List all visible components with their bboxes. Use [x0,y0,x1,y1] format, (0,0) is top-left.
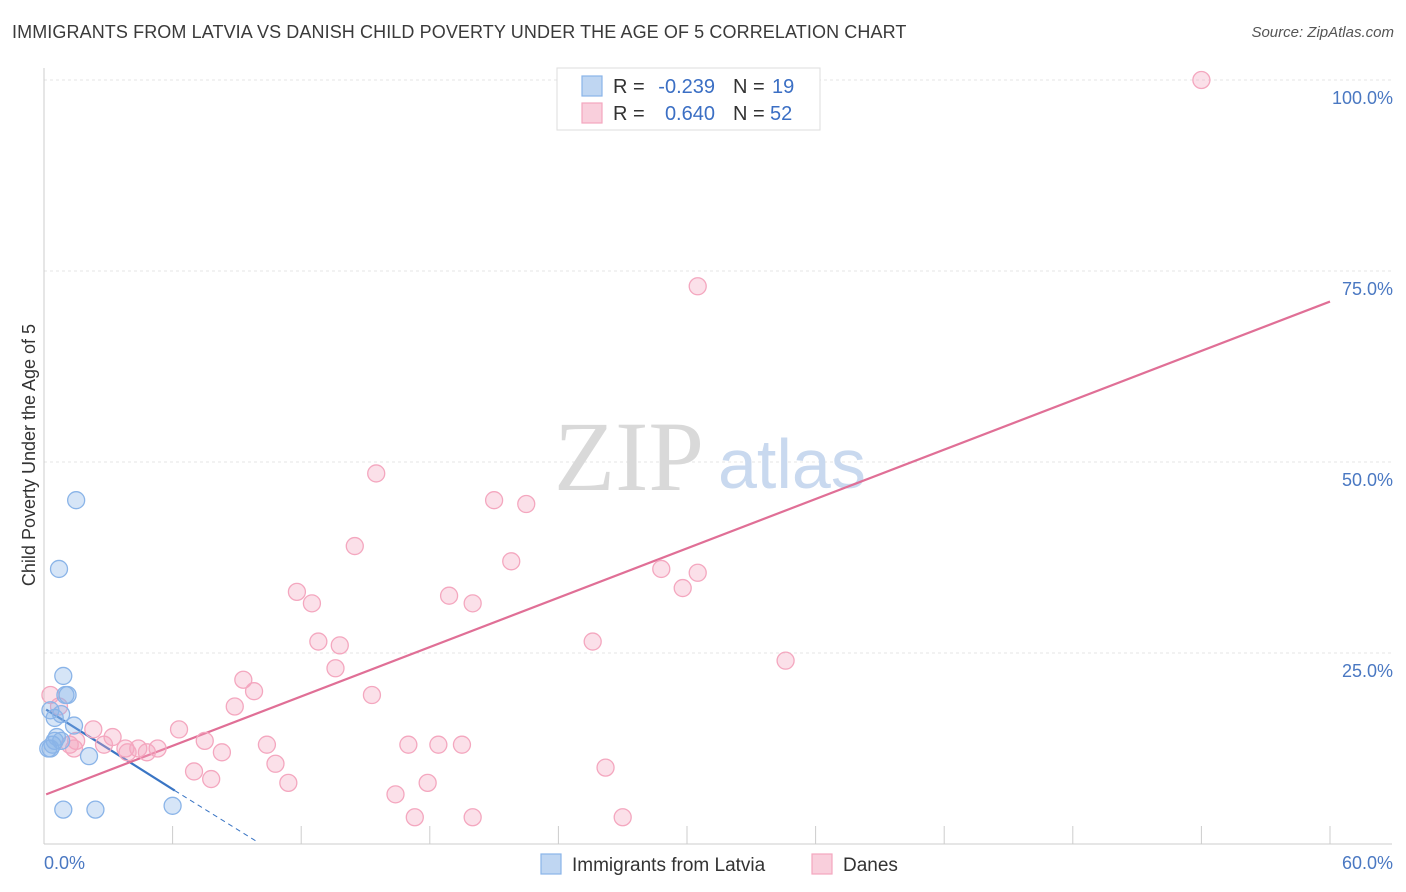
danes-point-32 [257,735,277,754]
legend-label-danes: Danes [843,855,898,876]
danes-point-18 [326,659,345,678]
latvia-point-0 [67,491,86,510]
danes-point-2 [367,464,386,483]
latvia-point-1 [49,559,69,579]
latvia-point-2 [54,666,73,686]
danes-point-50 [405,808,424,827]
danes-point-52 [613,808,632,827]
latvia-point-17 [163,796,182,815]
y-tick-label-1: 50.0% [1342,470,1393,490]
trend-lines [45,300,1331,843]
stats-swatch-latvia [581,75,603,97]
danes-point-42 [118,743,137,762]
axes [43,68,1392,845]
danes-point-10 [287,582,307,602]
legend-swatch-danes [811,853,833,875]
latvia-point-18 [45,731,64,751]
danes-point-3 [484,491,504,510]
y-tick-label-2: 75.0% [1342,279,1393,299]
danes-point-15 [330,636,349,655]
latvia-point-7 [45,708,64,728]
danes-point-1 [688,277,707,296]
danes-point-39 [137,743,157,762]
trend-line-1 [45,300,1331,796]
danes-point-14 [309,632,328,651]
danes-point-38 [148,739,167,758]
danes-point-0 [1192,70,1211,90]
legend-label-latvia: Immigrants from Latvia [572,855,766,876]
y-tick-label-0: 25.0% [1342,661,1393,681]
watermark-atlas: atlas [718,425,866,503]
danes-point-9 [673,578,692,598]
danes-point-45 [596,758,615,777]
danes-point-46 [202,769,221,789]
danes-point-49 [386,785,405,804]
trend-line-extension-0 [174,790,259,843]
danes-point-24 [225,697,244,716]
danes-point-26 [84,720,103,739]
y-tick-label-3: 100.0% [1332,88,1393,108]
chart-source: Source: ZipAtlas.com [1251,24,1394,41]
latvia-point-4 [58,685,77,705]
danes-point-37 [129,739,148,758]
stats-n-value-danes: 52 [770,103,792,125]
danes-point-17 [776,651,795,670]
latvia-point-8 [64,716,84,735]
danes-point-4 [517,494,536,514]
danes-point-40 [212,743,232,762]
danes-point-29 [195,731,214,751]
danes-point-30 [94,735,114,754]
stats-r-label-latvia: R = [613,76,645,98]
danes-point-47 [279,773,298,793]
danes-point-51 [463,808,482,827]
danes-point-6 [502,552,521,571]
stats-legend: R = -0.239 N = 19 R = 0.640 N = 52 [556,67,821,131]
tick-labels: 25.0% 50.0% 75.0% 100.0% 0.0% 60.0% [44,88,1393,873]
danes-point-43 [266,754,285,773]
x-tick-label-1: 60.0% [1342,853,1393,873]
danes-point-7 [652,559,671,579]
watermark-zip: ZIP [554,401,704,512]
danes-point-25 [169,720,189,739]
stats-n-label-latvia: N = [733,76,765,98]
danes-point-35 [452,735,472,754]
stats-n-label-danes: N = [733,103,765,125]
danes-point-19 [234,670,253,689]
legend-swatch-latvia [540,853,562,875]
y-axis-title: Child Poverty Under the Age of 5 [19,324,39,586]
latvia-point-15 [54,800,73,819]
latvia-point-14 [79,746,99,766]
stats-r-label-danes: R = [613,103,645,125]
watermark: ZIP atlas [554,401,866,512]
danes-point-8 [688,563,707,582]
stats-r-value-danes: 0.640 [665,103,715,125]
danes-point-11 [439,586,459,605]
danes-point-48 [418,773,437,793]
danes-point-44 [184,762,204,781]
danes-point-33 [399,735,418,754]
danes-point-16 [583,632,602,651]
chart-title: IMMIGRANTS FROM LATVIA VS DANISH CHILD P… [12,22,907,42]
x-tick-label-0: 0.0% [44,853,85,873]
danes-point-12 [463,594,482,613]
data-points [39,70,1211,827]
latvia-point-16 [86,800,105,819]
danes-point-5 [345,536,364,556]
danes-point-34 [429,735,448,754]
stats-n-value-latvia: 19 [772,76,794,98]
series-legend: Immigrants from Latvia Danes [540,853,898,876]
danes-point-21 [362,685,382,705]
gridlines [44,79,1392,654]
stats-r-value-latvia: -0.239 [658,76,715,98]
danes-point-13 [302,594,322,613]
danes-point-20 [244,682,264,701]
stats-swatch-danes [581,102,603,124]
